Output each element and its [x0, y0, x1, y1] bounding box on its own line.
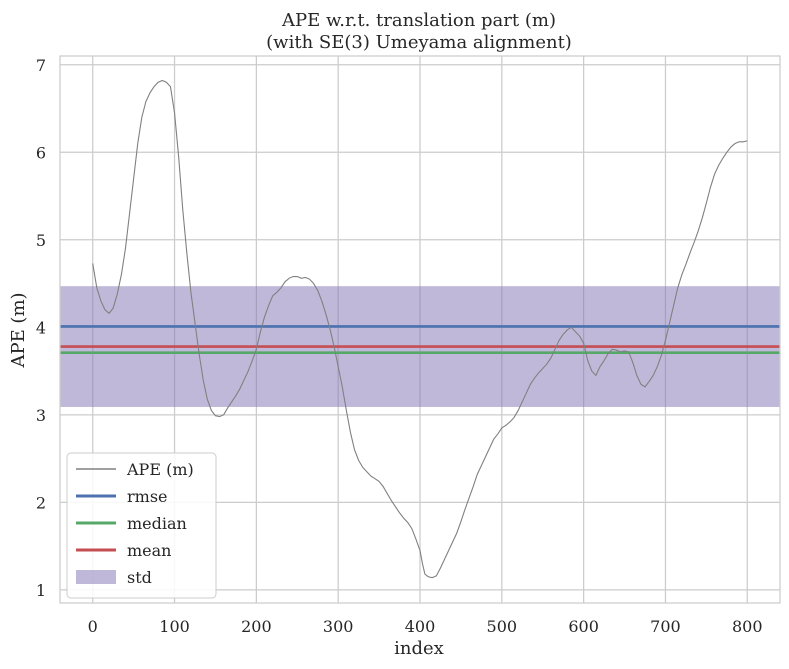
- y-tick-label: 3: [36, 406, 46, 425]
- y-tick-labels: 1 2 3 4 5 6 7: [36, 56, 46, 600]
- x-axis-label: index: [394, 638, 444, 659]
- x-tick-labels: 0 100 200 300 400 500 600 700 800: [88, 617, 763, 636]
- y-tick-label: 7: [36, 56, 46, 75]
- x-tick-label: 600: [568, 617, 599, 636]
- y-tick-label: 6: [36, 143, 46, 162]
- y-tick-label: 5: [36, 231, 46, 250]
- statistic-lines: [60, 325, 780, 354]
- grid-lines: [60, 56, 780, 603]
- x-tick-label: 500: [487, 617, 518, 636]
- legend-label-ape: APE (m): [126, 460, 194, 479]
- y-tick-label: 4: [36, 318, 46, 337]
- legend-swatch-std: [76, 570, 116, 584]
- ape-series-line: [92, 79, 748, 579]
- legend: APE (m) rmse median mean std: [66, 452, 217, 599]
- chart-title: APE w.r.t. translation part (m): [281, 10, 556, 31]
- plot-frame: [59, 55, 781, 604]
- legend-label-std: std: [127, 568, 152, 587]
- y-tick-label: 1: [36, 581, 46, 600]
- x-tick-label: 700: [650, 617, 681, 636]
- x-tick-label: 0: [88, 617, 98, 636]
- y-axis-label: APE (m): [8, 292, 29, 368]
- legend-label-rmse: rmse: [127, 487, 168, 506]
- y-tick-label: 2: [36, 493, 46, 512]
- legend-label-mean: mean: [127, 541, 171, 560]
- x-tick-label: 100: [159, 617, 190, 636]
- x-tick-label: 400: [405, 617, 436, 636]
- chart-subtitle: (with SE(3) Umeyama alignment): [266, 32, 572, 53]
- x-tick-label: 300: [323, 617, 354, 636]
- legend-box: [66, 452, 217, 599]
- x-tick-label: 800: [732, 617, 763, 636]
- legend-label-median: median: [127, 514, 187, 533]
- x-tick-label: 200: [241, 617, 272, 636]
